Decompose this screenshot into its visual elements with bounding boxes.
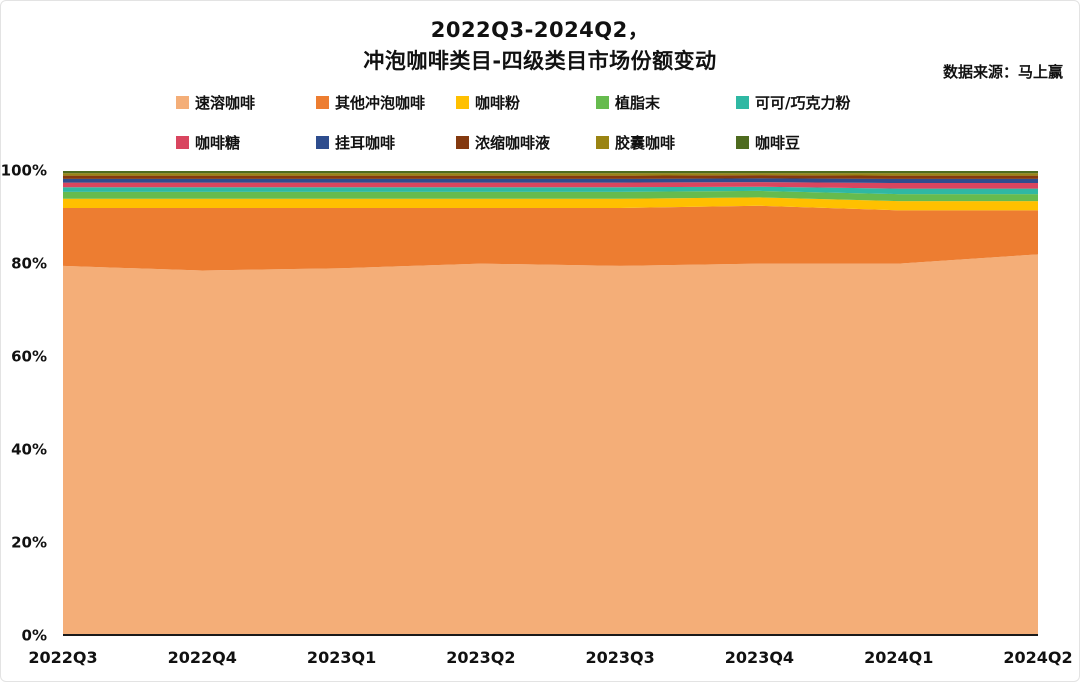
y-tick-label: 40% <box>11 440 47 459</box>
legend-item-2: 咖啡粉 <box>456 91 596 113</box>
data-source-label: 数据来源：马上赢 <box>942 63 1063 81</box>
legend-swatch <box>456 95 469 109</box>
legend-item-0: 速溶咖啡 <box>176 91 316 113</box>
legend-item-8: 胶囊咖啡 <box>596 131 736 153</box>
legend-label: 胶囊咖啡 <box>615 133 676 152</box>
stacked-area-chart <box>63 171 1038 634</box>
x-tick-label: 2024Q2 <box>1003 648 1073 667</box>
x-tick-label: 2023Q2 <box>446 648 516 667</box>
legend-item-6: 挂耳咖啡 <box>316 131 456 153</box>
area-series-3 <box>63 190 1038 202</box>
chart-title-line2: 冲泡咖啡类目-四级类目市场份额变动 <box>363 49 717 73</box>
legend-item-4: 可可/巧克力粉 <box>736 91 876 113</box>
x-tick-label: 2023Q3 <box>585 648 655 667</box>
legend-label: 咖啡豆 <box>755 133 801 152</box>
y-tick-label: 0% <box>21 626 47 645</box>
area-series-4 <box>63 186 1038 195</box>
legend-label: 咖啡粉 <box>475 93 521 112</box>
y-tick-label: 80% <box>11 254 47 273</box>
chart-title: 2022Q3-2024Q2， 冲泡咖啡类目-四级类目市场份额变动 <box>1 15 1079 77</box>
x-axis: 2022Q3 2022Q4 2023Q1 2023Q2 2023Q3 2023Q4 2024… <box>28 646 1072 672</box>
chart-title-line1: 2022Q3-2024Q2， <box>430 18 650 42</box>
legend-item-1: 其他冲泡咖啡 <box>316 91 456 113</box>
area-series-8 <box>63 173 1038 176</box>
area-series-9 <box>63 171 1038 174</box>
legend-label: 挂耳咖啡 <box>335 133 396 152</box>
legend-item-7: 浓缩咖啡液 <box>456 131 596 153</box>
legend-swatch <box>736 95 749 109</box>
area-series-5 <box>63 182 1038 189</box>
legend-item-5: 咖啡糖 <box>176 131 316 153</box>
x-tick-label: 2023Q4 <box>724 648 795 667</box>
legend-swatch <box>596 135 609 149</box>
area-series-6 <box>63 178 1038 184</box>
y-tick-label: 60% <box>11 347 47 366</box>
legend-label: 其他冲泡咖啡 <box>335 93 426 112</box>
area-series-2 <box>63 197 1038 211</box>
plot-area <box>63 171 1038 636</box>
legend-swatch <box>456 135 469 149</box>
legend-swatch <box>736 135 749 149</box>
area-series-1 <box>63 205 1038 271</box>
legend-swatch <box>316 95 329 109</box>
legend-item-3: 植脂末 <box>596 91 736 113</box>
y-tick-label: 20% <box>11 533 47 552</box>
area-series-7 <box>63 175 1038 179</box>
area-series-0 <box>63 254 1038 634</box>
legend-label: 可可/巧克力粉 <box>755 93 851 112</box>
legend-swatch <box>176 135 189 149</box>
x-tick-label: 2022Q3 <box>28 648 98 667</box>
legend-item-9: 咖啡豆 <box>736 131 876 153</box>
legend-swatch <box>176 95 189 109</box>
legend-swatch <box>316 135 329 149</box>
chart-legend: 速溶咖啡 其他冲泡咖啡 咖啡粉 植脂末 可可/巧克力粉咖啡糖 挂耳咖啡 浓缩咖啡液 胶囊咖啡 咖… <box>176 91 876 153</box>
x-tick-label: 2024Q1 <box>864 648 934 667</box>
y-axis: 0% 20% 40% 60% 80% 100% <box>1 163 55 643</box>
legend-label: 浓缩咖啡液 <box>475 133 551 152</box>
x-tick-label: 2023Q1 <box>306 648 377 667</box>
legend-label: 速溶咖啡 <box>195 93 256 112</box>
legend-label: 咖啡糖 <box>195 133 241 152</box>
x-tick-label: 2022Q4 <box>167 648 237 667</box>
legend-swatch <box>596 95 609 109</box>
legend-label: 植脂末 <box>615 93 661 112</box>
y-tick-label: 100% <box>0 161 47 180</box>
